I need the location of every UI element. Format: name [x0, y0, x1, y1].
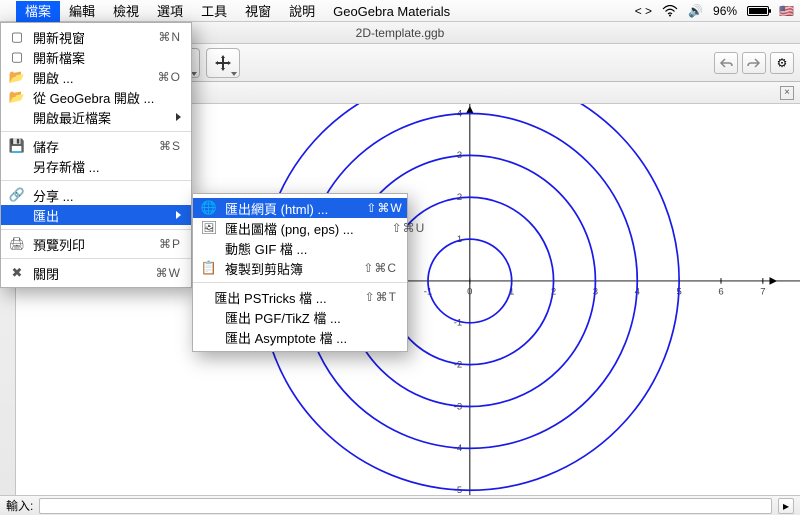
file-menu-shortcut-0: ⌘N — [158, 30, 181, 44]
export-menu-shortcut-3: ⇧⌘C — [363, 261, 397, 275]
file-menu-shortcut-6: ⌘S — [159, 139, 181, 153]
file-menu-icon-9: 🔗 — [9, 187, 25, 203]
file-menu-icon-0: ▢ — [9, 29, 25, 45]
file-menu-label-10: 匯出 — [33, 206, 168, 225]
wifi-icon[interactable] — [662, 5, 678, 17]
input-bar: 輸入: ▸ — [0, 495, 800, 515]
export-menu-label-2: 動態 GIF 檔 ... — [225, 239, 397, 258]
file-menu-label-12: 預覽列印 — [33, 235, 151, 254]
settings-button[interactable]: ⚙ — [770, 52, 794, 74]
tool-move-view[interactable] — [206, 48, 240, 78]
file-menu-item-4[interactable]: 開啟最近檔案 — [1, 107, 191, 127]
status-tray: < > 🔊 96% 🇺🇸 — [635, 4, 794, 18]
export-menu-item-5[interactable]: 匯出 PSTricks 檔 ... ⇧⌘T — [193, 287, 407, 307]
file-menu-label-2: 開啟 ... — [33, 68, 150, 87]
command-input[interactable] — [39, 498, 772, 514]
file-menu-item-1[interactable]: ▢ 開新檔案 — [1, 47, 191, 67]
file-menu-label-14: 關閉 — [33, 264, 148, 283]
battery-icon[interactable] — [747, 6, 769, 16]
export-menu-item-0[interactable]: 🌐 匯出網頁 (html) ... ⇧⌘W — [193, 198, 407, 218]
input-label: 輸入: — [6, 497, 33, 514]
export-menu-label-0: 匯出網頁 (html) ... — [225, 199, 358, 218]
devtools-icon[interactable]: < > — [635, 4, 652, 18]
export-menu-item-6[interactable]: 匯出 PGF/TikZ 檔 ... — [193, 307, 407, 327]
file-menu-label-1: 開新檔案 — [33, 48, 181, 67]
file-menu-label-4: 開啟最近檔案 — [33, 108, 168, 127]
file-menu-item-2[interactable]: 📂 開啟 ... ⌘O — [1, 67, 191, 87]
export-menu-item-2[interactable]: 動態 GIF 檔 ... — [193, 238, 407, 258]
file-menu-icon-1: ▢ — [9, 49, 25, 65]
menubar-item-3[interactable]: 選項 — [148, 1, 192, 22]
chevron-right-icon — [176, 113, 181, 121]
menubar-item-2[interactable]: 檢視 — [104, 1, 148, 22]
svg-text:7: 7 — [760, 286, 765, 297]
menubar-item-5[interactable]: 視窗 — [236, 1, 280, 22]
mac-menubar: 檔案編輯檢視選項工具視窗說明GeoGebra Materials < > 🔊 9… — [0, 0, 800, 22]
file-menu-label-6: 儲存 — [33, 137, 151, 156]
menubar-item-0[interactable]: 檔案 — [16, 1, 60, 22]
input-source-icon[interactable]: 🇺🇸 — [779, 4, 794, 18]
export-menu-icon-1: 🖼 — [201, 220, 217, 236]
file-menu-icon-6: 💾 — [9, 138, 25, 154]
export-menu-icon-0: 🌐 — [201, 200, 217, 216]
volume-icon[interactable]: 🔊 — [688, 4, 703, 18]
export-menu-shortcut-0: ⇧⌘W — [366, 201, 402, 215]
export-menu-label-7: 匯出 Asymptote 檔 ... — [225, 328, 397, 347]
export-menu-shortcut-1: ⇧⌘U — [392, 221, 426, 235]
export-menu-label-5: 匯出 PSTricks 檔 ... — [214, 288, 356, 307]
export-menu-label-1: 匯出圖檔 (png, eps) ... — [225, 219, 384, 238]
file-menu-item-0[interactable]: ▢ 開新視窗 ⌘N — [1, 27, 191, 47]
redo-button[interactable] — [742, 52, 766, 74]
close-panel-icon[interactable]: × — [780, 86, 794, 100]
file-menu-icon-3: 📂 — [9, 89, 25, 105]
export-menu-item-3[interactable]: 📋 複製到剪貼簿 ⇧⌘C — [193, 258, 407, 278]
export-menu-item-7[interactable]: 匯出 Asymptote 檔 ... — [193, 327, 407, 347]
export-menu-label-6: 匯出 PGF/TikZ 檔 ... — [225, 308, 397, 327]
file-menu: ▢ 開新視窗 ⌘N ▢ 開新檔案 📂 開啟 ... ⌘O 📂 從 GeoGebra 開啟 ...開… — [0, 22, 192, 288]
export-menu-shortcut-5: ⇧⌘T — [365, 290, 397, 304]
file-menu-icon-12: 🖨 — [9, 236, 25, 252]
file-menu-label-3: 從 GeoGebra 開啟 ... — [33, 88, 184, 107]
file-menu-shortcut-14: ⌘W — [156, 266, 181, 280]
menubar-item-1[interactable]: 編輯 — [60, 1, 104, 22]
menubar-item-7[interactable]: GeoGebra Materials — [324, 1, 459, 22]
file-menu-shortcut-12: ⌘P — [159, 237, 181, 251]
menubar-item-4[interactable]: 工具 — [192, 1, 236, 22]
file-menu-icon-2: 📂 — [9, 69, 25, 85]
undo-button[interactable] — [714, 52, 738, 74]
file-menu-item-12[interactable]: 🖨 預覽列印 ⌘P — [1, 234, 191, 254]
file-menu-label-9: 分享 ... — [33, 186, 181, 205]
file-menu-shortcut-2: ⌘O — [158, 70, 181, 84]
export-submenu: 🌐 匯出網頁 (html) ... ⇧⌘W 🖼 匯出圖檔 (png, eps) ... ⇧… — [192, 193, 408, 352]
svg-text:6: 6 — [718, 286, 723, 297]
input-help-button[interactable]: ▸ — [778, 498, 794, 514]
svg-text:0: 0 — [467, 286, 472, 297]
export-menu-label-3: 複製到剪貼簿 — [225, 259, 355, 278]
file-menu-item-14[interactable]: ✖ 關閉 ⌘W — [1, 263, 191, 283]
file-menu-item-6[interactable]: 💾 儲存 ⌘S — [1, 136, 191, 156]
battery-percent: 96% — [713, 4, 737, 18]
file-menu-icon-14: ✖ — [9, 265, 25, 281]
file-menu-item-7[interactable]: 另存新檔 ... — [1, 156, 191, 176]
export-menu-item-1[interactable]: 🖼匯出圖檔 (png, eps) ...⇧⌘U — [193, 218, 407, 238]
export-menu-icon-3: 📋 — [201, 260, 217, 276]
menubar-item-6[interactable]: 說明 — [280, 1, 324, 22]
file-menu-item-3[interactable]: 📂 從 GeoGebra 開啟 ... — [1, 87, 191, 107]
file-menu-label-0: 開新視窗 — [33, 28, 150, 47]
file-menu-label-7: 另存新檔 ... — [33, 157, 181, 176]
chevron-right-icon — [176, 211, 181, 219]
file-menu-item-10[interactable]: 匯出 — [1, 205, 191, 225]
file-menu-item-9[interactable]: 🔗 分享 ... — [1, 185, 191, 205]
window-title: 2D-template.ggb — [356, 26, 445, 40]
